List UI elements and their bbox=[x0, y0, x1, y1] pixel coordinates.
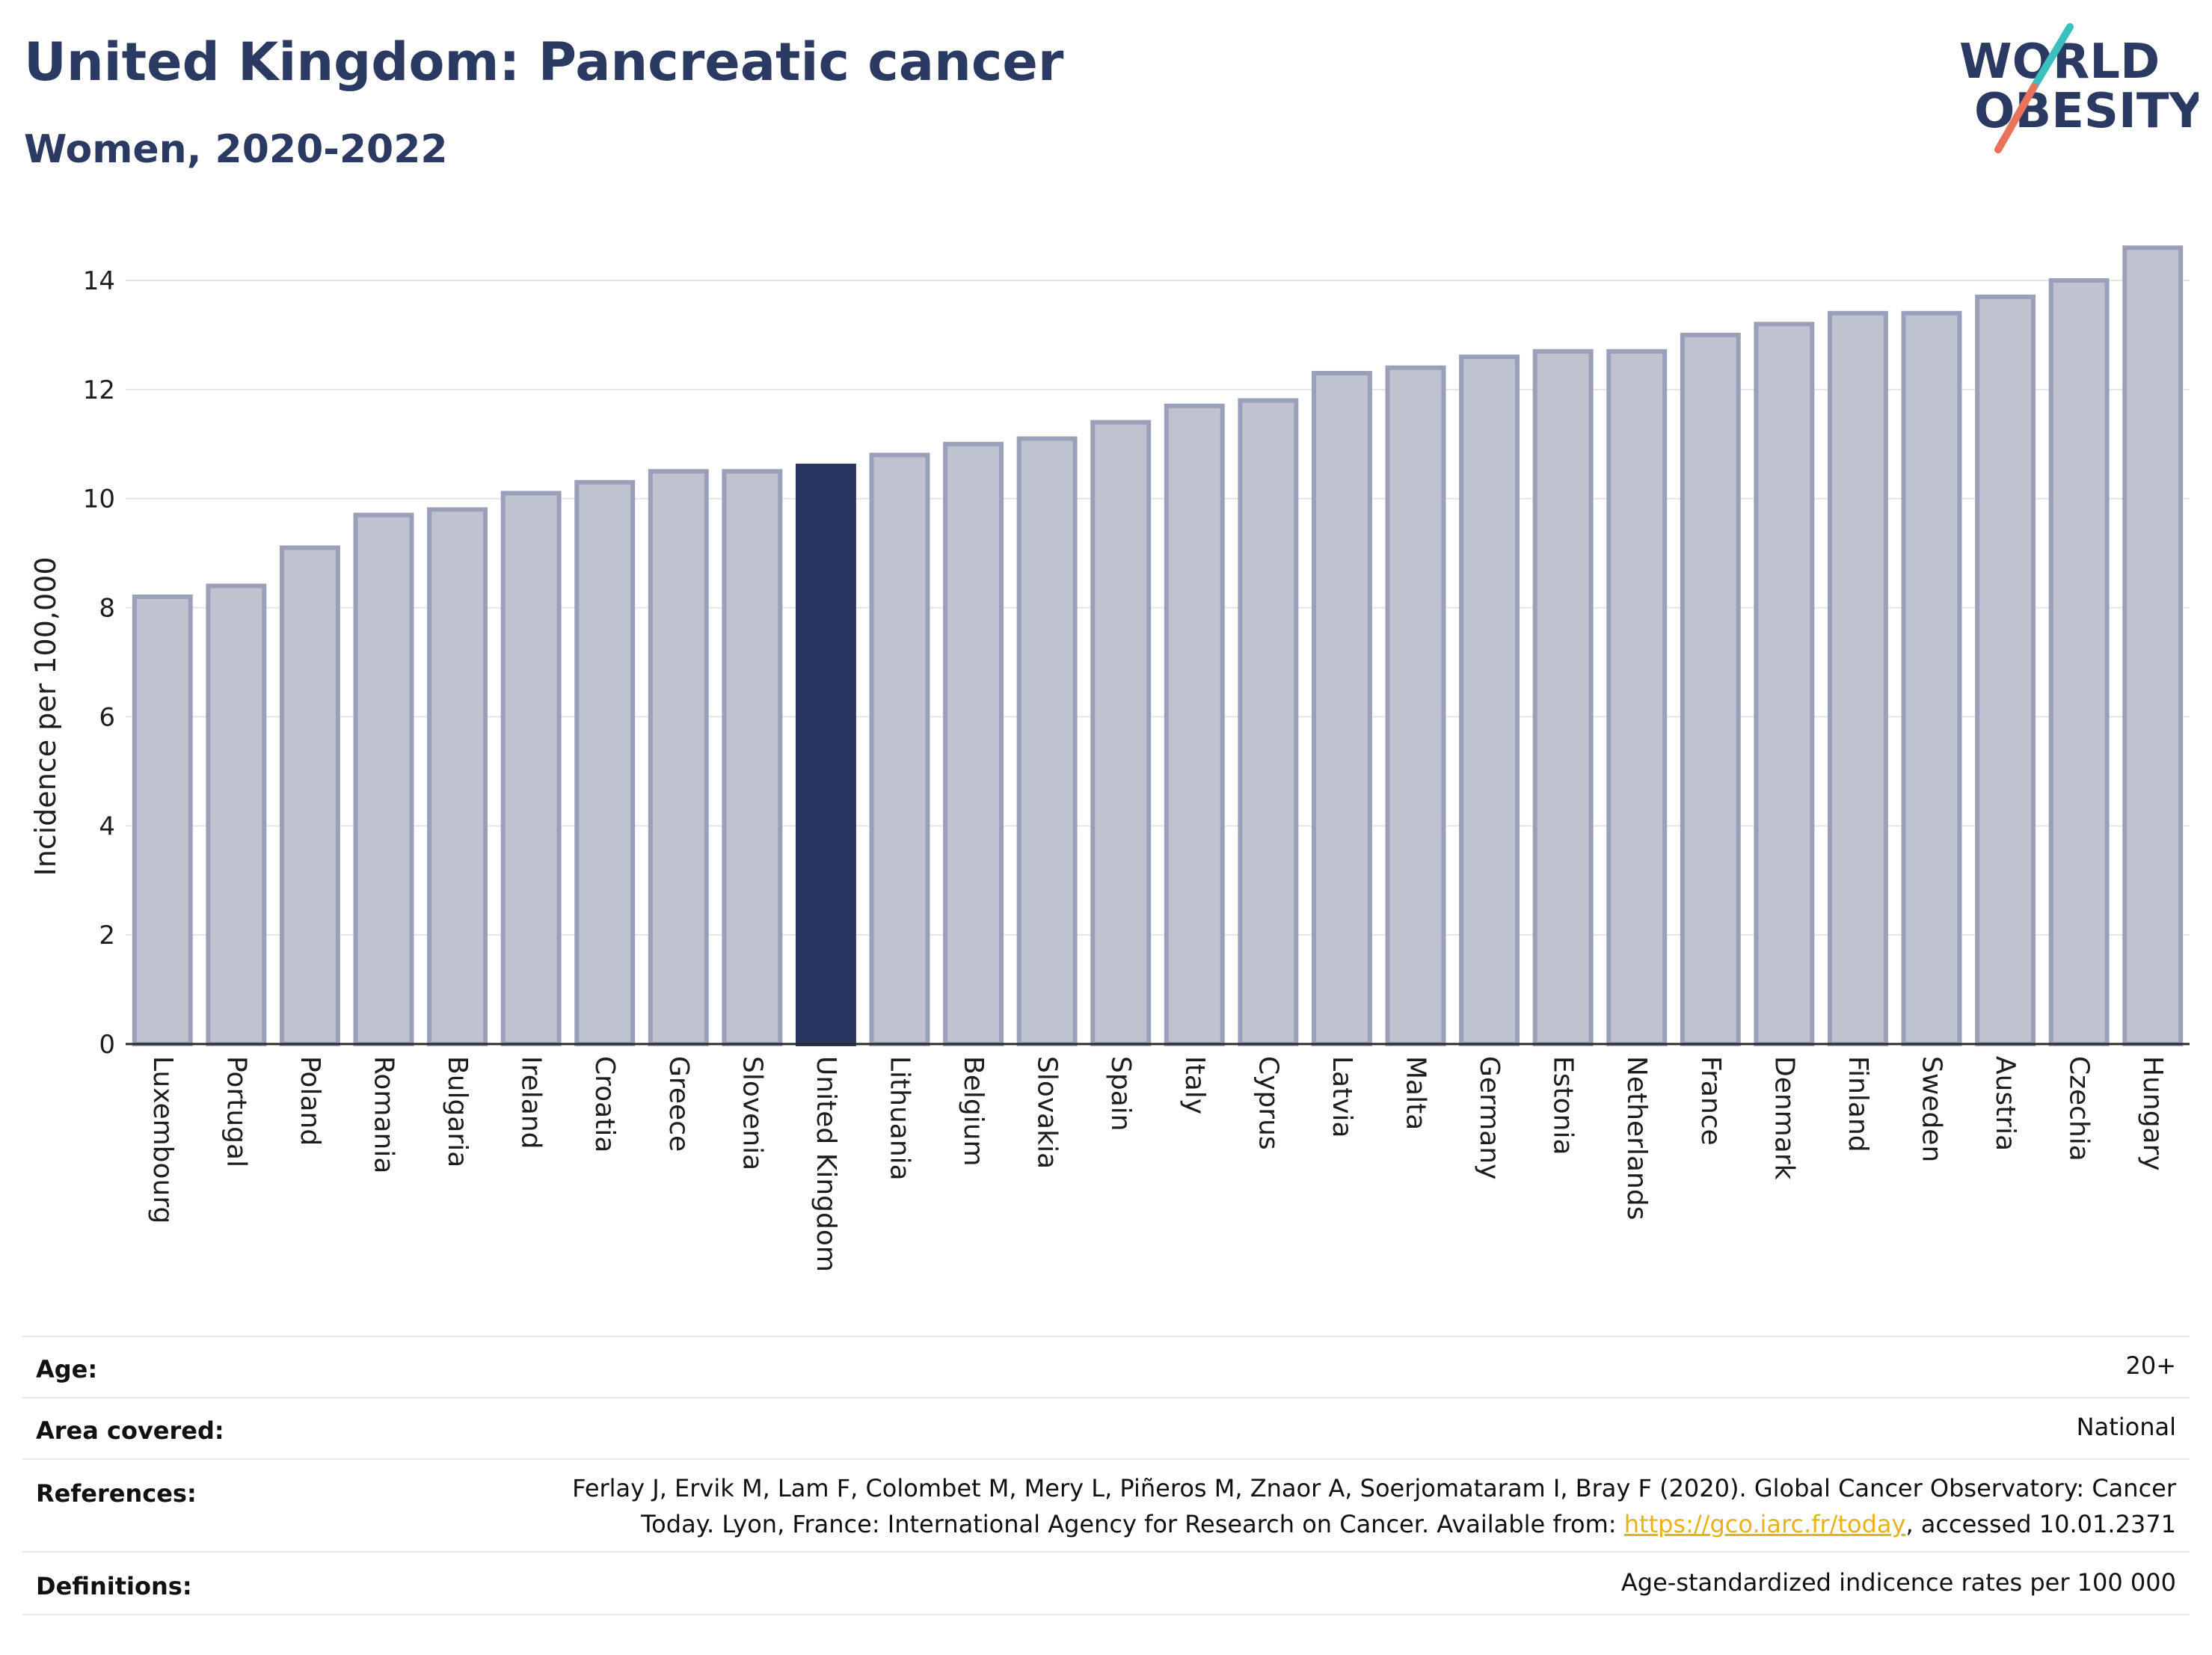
bar-malta bbox=[1385, 365, 1446, 1046]
x-tick-label: Malta bbox=[1401, 1056, 1431, 1130]
bar-latvia bbox=[1311, 370, 1372, 1046]
bar-spain bbox=[1090, 420, 1152, 1046]
x-tick-label: Finland bbox=[1843, 1056, 1873, 1152]
x-tick-label: Hungary bbox=[2137, 1056, 2168, 1171]
bar-germany bbox=[1459, 354, 1520, 1047]
x-tick-label: Ireland bbox=[516, 1056, 547, 1149]
x-tick-label: Estonia bbox=[1548, 1056, 1579, 1155]
definitions-label: Definitions: bbox=[36, 1572, 192, 1600]
x-tick-label: Slovakia bbox=[1032, 1056, 1063, 1169]
info-row-references: References: Ferlay J, Ervik M, Lam F, Co… bbox=[22, 1458, 2190, 1551]
y-tick-label: 0 bbox=[99, 1030, 115, 1060]
bar-denmark bbox=[1754, 322, 1815, 1047]
logo-slash-teal bbox=[2030, 23, 2074, 90]
info-row-area: Area covered: National bbox=[22, 1397, 2190, 1458]
bar-italy bbox=[1164, 403, 1225, 1046]
x-tick-label: Slovenia bbox=[737, 1056, 767, 1170]
bar-luxembourg bbox=[132, 594, 193, 1046]
x-tick-label: Italy bbox=[1179, 1056, 1210, 1114]
x-tick-label: Bulgaria bbox=[442, 1056, 473, 1167]
x-tick-label: Luxembourg bbox=[147, 1056, 178, 1223]
bar-portugal bbox=[206, 583, 267, 1046]
x-tick-label: Spain bbox=[1105, 1056, 1136, 1132]
bar-cyprus bbox=[1238, 398, 1299, 1046]
y-tick-label: 8 bbox=[99, 594, 115, 624]
bar-austria bbox=[1975, 294, 2036, 1046]
bar-chart: 0 2 4 6 8 10 12 14 Incidence per 100,000 Luxembou… bbox=[29, 245, 2190, 1272]
x-tick-label: Czechia bbox=[2064, 1056, 2095, 1161]
y-tick-label: 6 bbox=[99, 702, 115, 732]
references-value: Ferlay J, Ervik M, Lam F, Colombet M, Me… bbox=[572, 1470, 2176, 1542]
references-line-1: Ferlay J, Ervik M, Lam F, Colombet M, Me… bbox=[572, 1474, 2176, 1502]
info-row-definitions: Definitions: Age-standardized indicence … bbox=[22, 1551, 2190, 1615]
y-tick-label: 2 bbox=[99, 921, 115, 951]
references-line-2-post: , accessed 10.01.2371 bbox=[1905, 1510, 2176, 1538]
x-tick-label: Croatia bbox=[589, 1056, 620, 1152]
x-tick-label: Portugal bbox=[221, 1056, 251, 1167]
info-table: Age: 20+ Area covered: National Referenc… bbox=[22, 1336, 2190, 1620]
area-label: Area covered: bbox=[36, 1416, 224, 1445]
references-line-2-pre: Today. Lyon, France: International Agenc… bbox=[641, 1510, 1624, 1538]
bar-ireland bbox=[500, 491, 562, 1046]
area-value: National bbox=[2076, 1413, 2176, 1441]
y-tick-label: 10 bbox=[83, 485, 115, 515]
references-line-2: Today. Lyon, France: International Agenc… bbox=[572, 1506, 2176, 1542]
x-tick-label: United Kingdom bbox=[811, 1056, 841, 1272]
x-tick-label: Austria bbox=[1990, 1056, 2021, 1151]
references-label: References: bbox=[36, 1479, 197, 1508]
bar-slovenia bbox=[722, 469, 783, 1046]
bar-greece bbox=[648, 469, 709, 1046]
x-tick-label: Denmark bbox=[1769, 1056, 1799, 1180]
bar-lithuania bbox=[869, 452, 930, 1046]
x-tick-label: Greece bbox=[663, 1056, 694, 1152]
page-title: United Kingdom: Pancreatic cancer bbox=[24, 31, 1064, 93]
world-obesity-logo: WORLD OBESITY bbox=[1959, 23, 2199, 153]
age-value: 20+ bbox=[2125, 1351, 2176, 1380]
page-subtitle: Women, 2020-2022 bbox=[24, 127, 448, 172]
references-link[interactable]: https://gco.iarc.fr/today bbox=[1623, 1510, 1906, 1538]
x-tick-label: Lithuania bbox=[885, 1056, 915, 1181]
bar-croatia bbox=[574, 479, 636, 1046]
definitions-value: Age-standardized indicence rates per 100… bbox=[1620, 1568, 2176, 1597]
x-tick-label: France bbox=[1695, 1056, 1726, 1146]
bar-czechia bbox=[2048, 278, 2110, 1046]
x-tick-label: Belgium bbox=[958, 1056, 989, 1167]
bar-hungary bbox=[2122, 245, 2184, 1047]
bar-sweden bbox=[1901, 310, 1962, 1046]
bar-netherlands bbox=[1606, 348, 1668, 1046]
bar-bulgaria bbox=[427, 507, 488, 1046]
x-tick-label: Netherlands bbox=[1621, 1056, 1652, 1220]
x-tick-label: Cyprus bbox=[1253, 1056, 1283, 1150]
logo-slash-coral bbox=[1994, 83, 2038, 153]
x-tick-label: Sweden bbox=[1917, 1056, 1947, 1162]
y-tick-label: 4 bbox=[99, 811, 115, 841]
x-tick-label: Germany bbox=[1474, 1056, 1505, 1179]
bar-poland bbox=[279, 545, 340, 1046]
y-tick-label: 14 bbox=[83, 266, 115, 296]
y-tick-label: 12 bbox=[83, 375, 115, 405]
bar-belgium bbox=[943, 441, 1004, 1046]
bar-romania bbox=[353, 512, 414, 1046]
age-label: Age: bbox=[36, 1355, 98, 1384]
x-tick-label: Romania bbox=[369, 1056, 399, 1173]
bar-estonia bbox=[1532, 348, 1594, 1046]
bar-united-kingdom bbox=[795, 463, 856, 1046]
y-axis-title: Incidence per 100,000 bbox=[29, 556, 62, 876]
bar-france bbox=[1680, 332, 1741, 1046]
info-row-age: Age: 20+ bbox=[22, 1336, 2190, 1397]
bar-slovakia bbox=[1016, 436, 1078, 1046]
x-tick-label: Latvia bbox=[1327, 1056, 1357, 1138]
bar-finland bbox=[1827, 310, 1888, 1046]
x-tick-label: Poland bbox=[295, 1056, 325, 1146]
